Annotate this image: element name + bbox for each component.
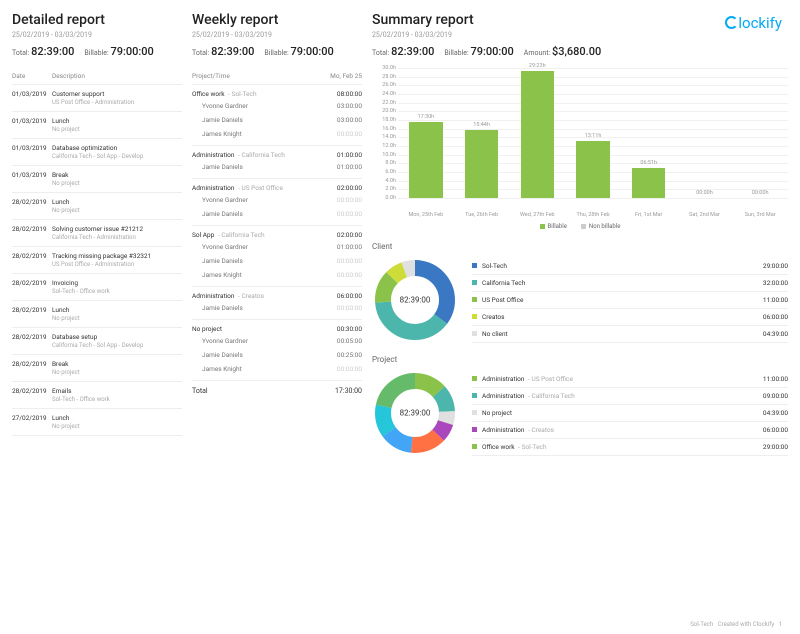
- legend-item: Office work - Sol-Tech29:00:00: [472, 439, 788, 456]
- legend-item: California Tech32:00:00: [472, 275, 788, 292]
- weekly-group: Office work - Sol-Tech08:00:00Yvonne Gar…: [192, 85, 362, 146]
- col-desc: Description: [52, 72, 85, 80]
- legend-item: Creatos06:00:00: [472, 309, 788, 326]
- table-row: 28/02/2019BreakNo project: [12, 355, 182, 382]
- table-row: 28/02/2019Solving customer issue #21212C…: [12, 220, 182, 247]
- weekly-group: Administration - US Post Office02:00:00Y…: [192, 179, 362, 226]
- legend-item: US Post Office11:00:00: [472, 292, 788, 309]
- table-row: 28/02/2019EmailsSol-Tech - Office work: [12, 382, 182, 409]
- weekly-total-label: Total: [192, 387, 335, 395]
- table-row: 27/02/2019LunchNo project: [12, 409, 182, 436]
- weekly-group: No project00:30:00Yvonne Gardner00:05:00…: [192, 320, 362, 381]
- project-donut: 82:39:00: [372, 370, 458, 456]
- client-donut: 82:39:00: [372, 257, 458, 343]
- project-legend: Administration - US Post Office11:00:00A…: [472, 371, 788, 456]
- weekly-title: Weekly report: [192, 12, 362, 28]
- page-footer: Sol-Tech Created with Clockify 1: [690, 621, 782, 628]
- table-row: 01/03/2019BreakNo project: [12, 166, 182, 193]
- col-day: Mo, Feb 25: [330, 72, 362, 80]
- summary-bar-chart: 0.0h2.0h4.0h6.0h8.0h10.0h12.0h14.0h16.0h…: [372, 68, 788, 218]
- client-section-title: Client: [372, 242, 788, 251]
- detailed-report-panel: Detailed report 25/02/2019 - 03/03/2019 …: [12, 12, 182, 588]
- legend-item: No client04:39:00: [472, 326, 788, 343]
- clockify-logo: lockify: [725, 14, 782, 32]
- weekly-group: Sol App - California Tech02:00:00Yvonne …: [192, 226, 362, 287]
- table-row: 28/02/2019Database setupCalifornia Tech …: [12, 328, 182, 355]
- table-row: 28/02/2019LunchNo project: [12, 301, 182, 328]
- table-row: 01/03/2019Customer supportUS Post Office…: [12, 85, 182, 112]
- client-legend: Sol-Tech29:00:00California Tech32:00:00U…: [472, 258, 788, 343]
- chart-legend: BillableNon billable: [372, 223, 788, 230]
- table-row: 28/02/2019InvoicingSol-Tech - Office wor…: [12, 274, 182, 301]
- weekly-group: Administration - Creatos06:00:00Jamie Da…: [192, 287, 362, 320]
- table-row: 28/02/2019Tracking missing package #3232…: [12, 247, 182, 274]
- project-section-title: Project: [372, 355, 788, 364]
- weekly-report-panel: Weekly report 25/02/2019 - 03/03/2019 To…: [192, 12, 362, 588]
- table-row: 01/03/2019Database optimizationCaliforni…: [12, 139, 182, 166]
- legend-item: Sol-Tech29:00:00: [472, 258, 788, 275]
- legend-item: No project04:39:00: [472, 405, 788, 422]
- legend-item: Administration - US Post Office11:00:00: [472, 371, 788, 388]
- col-date: Date: [12, 72, 52, 80]
- table-row: 28/02/2019LunchNo project: [12, 193, 182, 220]
- legend-item: Administration - Creatos06:00:00: [472, 422, 788, 439]
- detailed-daterange: 25/02/2019 - 03/03/2019: [12, 31, 182, 39]
- weekly-group: Administration - California Tech01:00:00…: [192, 146, 362, 179]
- weekly-daterange: 25/02/2019 - 03/03/2019: [192, 31, 362, 39]
- summary-daterange: 25/02/2019 - 03/03/2019: [372, 31, 788, 39]
- legend-item: Administration - California Tech09:00:00: [472, 388, 788, 405]
- summary-report-panel: Summary report 25/02/2019 - 03/03/2019 T…: [372, 12, 788, 588]
- weekly-total-value: 17:30:00: [335, 387, 362, 395]
- detailed-title: Detailed report: [12, 12, 182, 28]
- col-project: Project/Time: [192, 72, 330, 80]
- table-row: 01/03/2019LunchNo project: [12, 112, 182, 139]
